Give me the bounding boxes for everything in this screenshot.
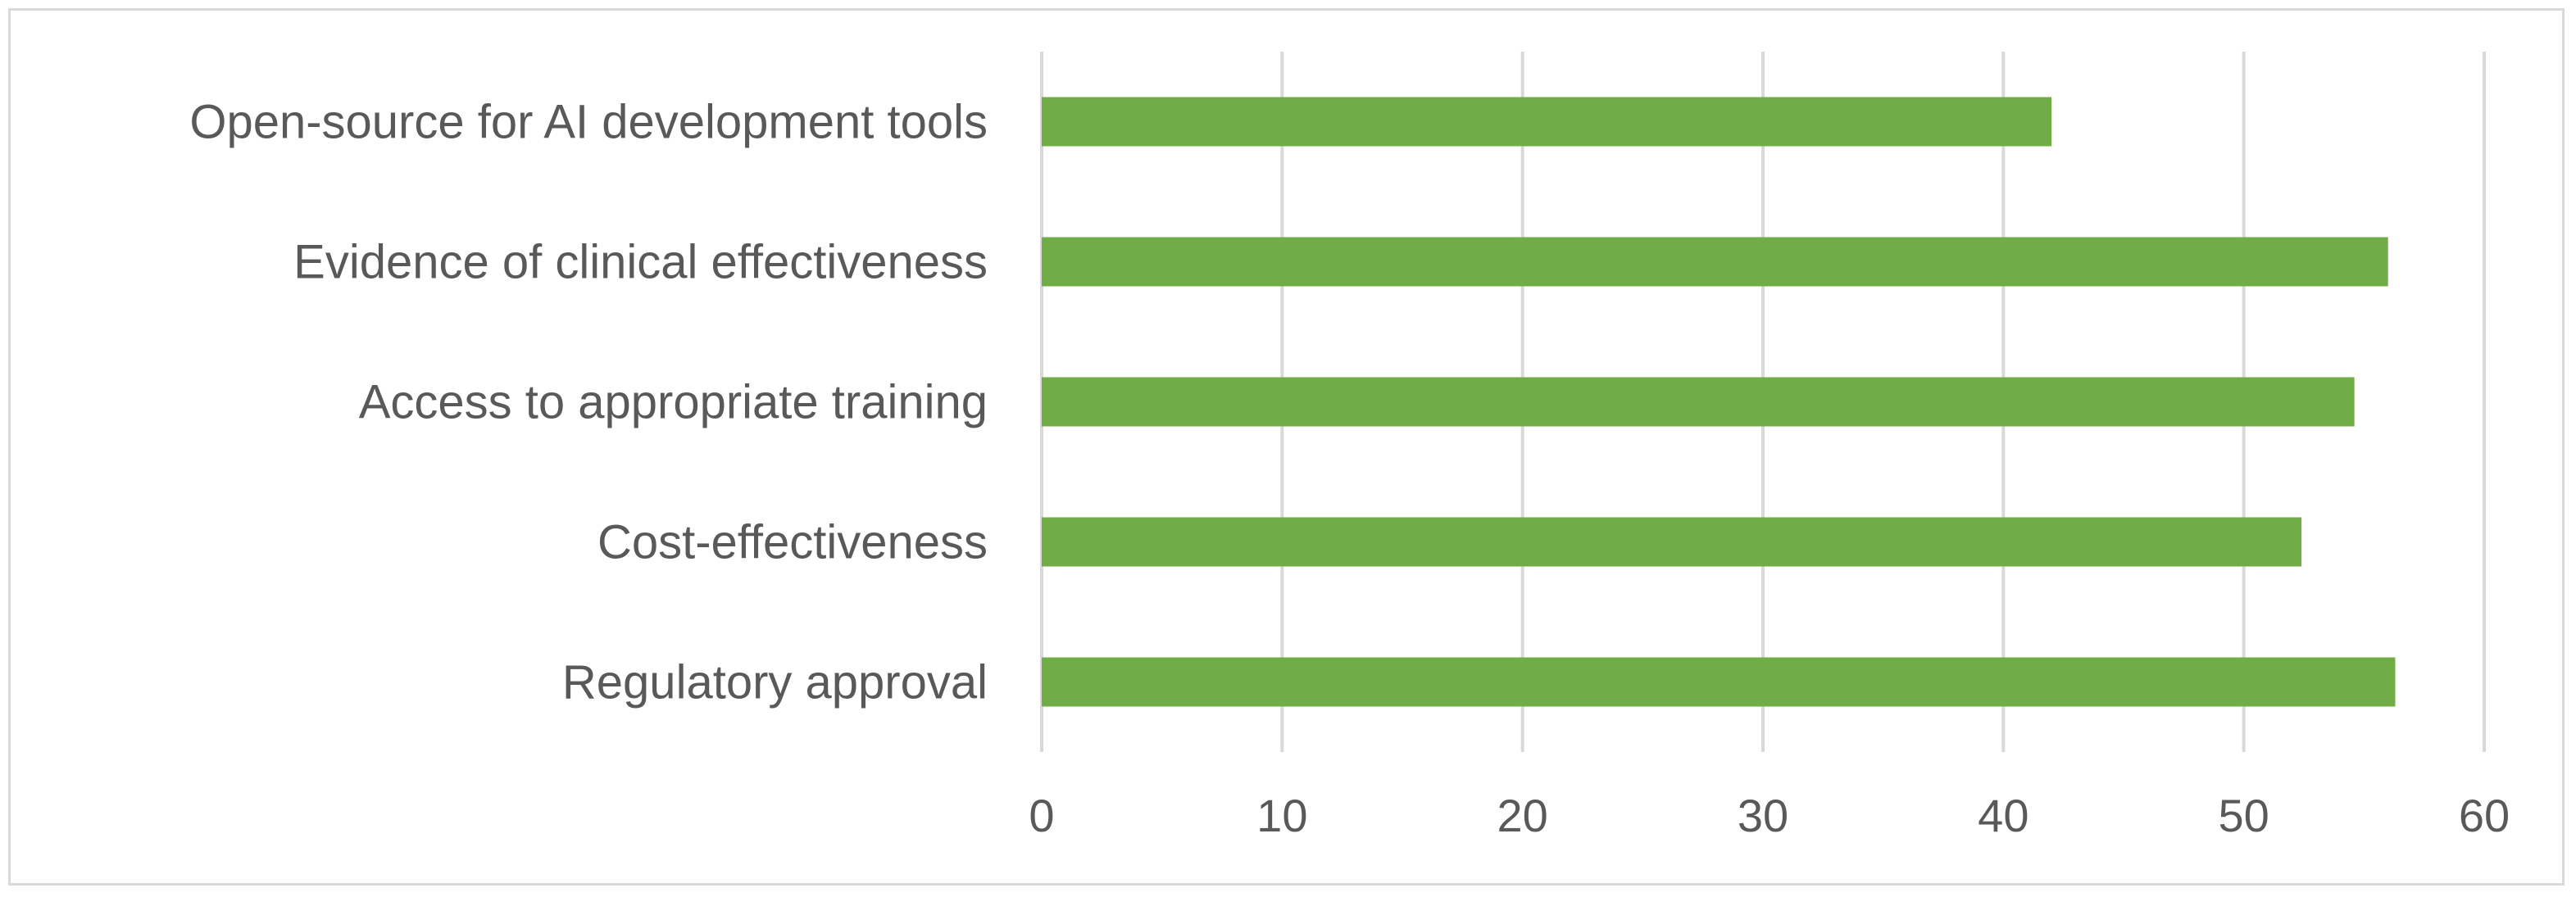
x-tick-label: 60 bbox=[2459, 790, 2510, 841]
bars bbox=[1042, 97, 2396, 707]
bar-chart: Open-source for AI development tools Evid… bbox=[189, 52, 2510, 841]
category-label: Regulatory approval bbox=[562, 656, 988, 709]
x-tick-label: 50 bbox=[2219, 790, 2269, 841]
x-tick-labels: 0 10 20 30 40 50 60 bbox=[1029, 790, 2510, 841]
category-label: Access to appropriate training bbox=[359, 376, 988, 429]
bar bbox=[1042, 657, 2396, 707]
category-labels: Open-source for AI development tools Evid… bbox=[189, 96, 988, 709]
x-tick-label: 20 bbox=[1497, 790, 1548, 841]
category-label: Evidence of clinical effectiveness bbox=[293, 236, 988, 289]
x-tick-label: 10 bbox=[1256, 790, 1307, 841]
x-tick-label: 40 bbox=[1978, 790, 2029, 841]
bar bbox=[1042, 517, 2302, 567]
category-label: Open-source for AI development tools bbox=[189, 96, 988, 149]
x-tick-label: 30 bbox=[1738, 790, 1788, 841]
chart-frame: Open-source for AI development tools Evid… bbox=[8, 8, 2565, 886]
bar bbox=[1042, 237, 2388, 287]
x-tick-label: 0 bbox=[1029, 790, 1054, 841]
category-label: Cost-effectiveness bbox=[597, 516, 988, 569]
bar bbox=[1042, 97, 2051, 147]
bar bbox=[1042, 377, 2355, 427]
